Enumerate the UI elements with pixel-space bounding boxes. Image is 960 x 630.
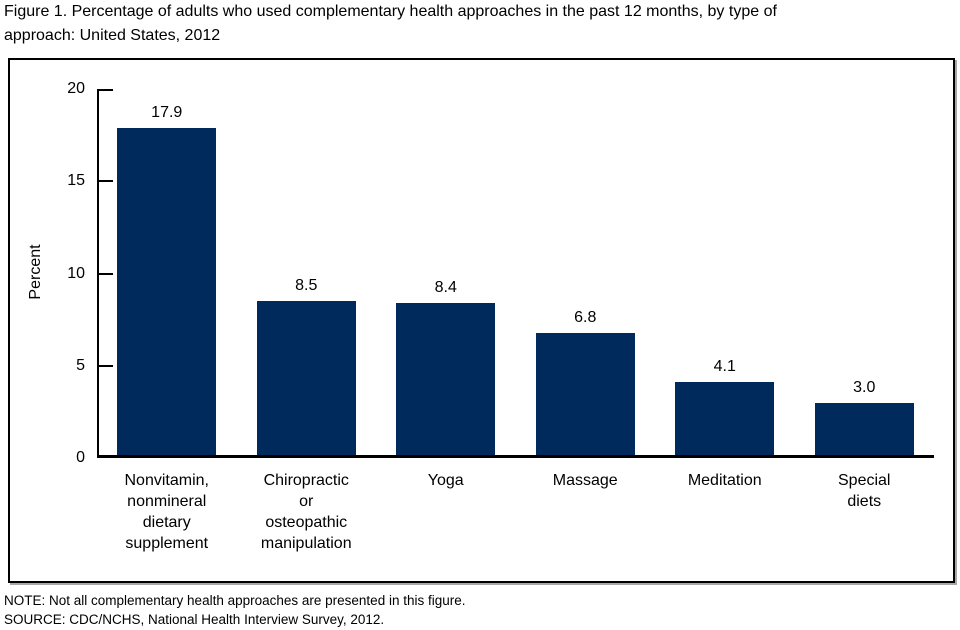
- y-tick: [99, 180, 113, 183]
- x-category-label: Nonvitamin, nonmineral dietary supplemen…: [124, 472, 209, 552]
- x-category-label: Special diets: [838, 472, 891, 510]
- x-category-label: Yoga: [427, 472, 464, 489]
- bar: [256, 301, 356, 458]
- bar-slot: 17.9: [97, 89, 237, 458]
- plot-area: 0 5 10 15 20 17.9 8.5 8.4 6.8 4.1 3.0: [67, 80, 934, 466]
- x-category-label: Chiropractic or osteopathic manipulation: [260, 472, 352, 552]
- bar: [117, 127, 217, 458]
- bar-slot: 8.4: [376, 89, 516, 458]
- bar-value-label: 6.8: [574, 308, 597, 326]
- bar-slot: 4.1: [655, 89, 795, 458]
- bar-value-label: 3.0: [853, 378, 876, 396]
- y-tick: [99, 364, 113, 367]
- y-tick-label: 15: [67, 172, 85, 190]
- y-tick-label: 10: [67, 264, 85, 282]
- y-tick: [99, 89, 113, 91]
- x-category-label: Meditation: [687, 472, 762, 489]
- x-axis-labels: Nonvitamin, nonmineral dietary supplemen…: [97, 470, 934, 554]
- source-text: SOURCE: CDC/NCHS, National Health Interv…: [4, 612, 385, 627]
- x-category-label: Massage: [552, 472, 618, 489]
- bar-value-label: 17.9: [151, 103, 183, 121]
- bar-slot: 8.5: [237, 89, 377, 458]
- bar: [675, 382, 775, 458]
- bar-value-label: 8.4: [434, 279, 457, 297]
- y-tick: [99, 272, 113, 275]
- chart-frame: Percent 0 5 10 15 20 17.9 8.5 8.4 6.8 4.1 3.0 Nonv…: [8, 58, 955, 583]
- x-axis-line: [97, 455, 934, 458]
- bar-slot: 6.8: [516, 89, 656, 458]
- y-tick-label: 5: [76, 356, 85, 374]
- bar-value-label: 8.5: [295, 277, 318, 295]
- bar: [814, 402, 914, 458]
- y-tick-label: 0: [76, 449, 85, 466]
- figure-title: Figure 1. Percentage of adults who used …: [4, 3, 777, 44]
- note-text: NOTE: Not all complementary health appro…: [4, 593, 466, 608]
- bars-row: 17.9 8.5 8.4 6.8 4.1 3.0: [97, 89, 934, 458]
- bar: [535, 332, 635, 458]
- y-axis-line: [97, 89, 99, 458]
- bar-slot: 3.0: [795, 89, 935, 458]
- y-tick-label: 20: [67, 80, 85, 97]
- bar-value-label: 4.1: [713, 358, 736, 376]
- bar: [396, 303, 496, 458]
